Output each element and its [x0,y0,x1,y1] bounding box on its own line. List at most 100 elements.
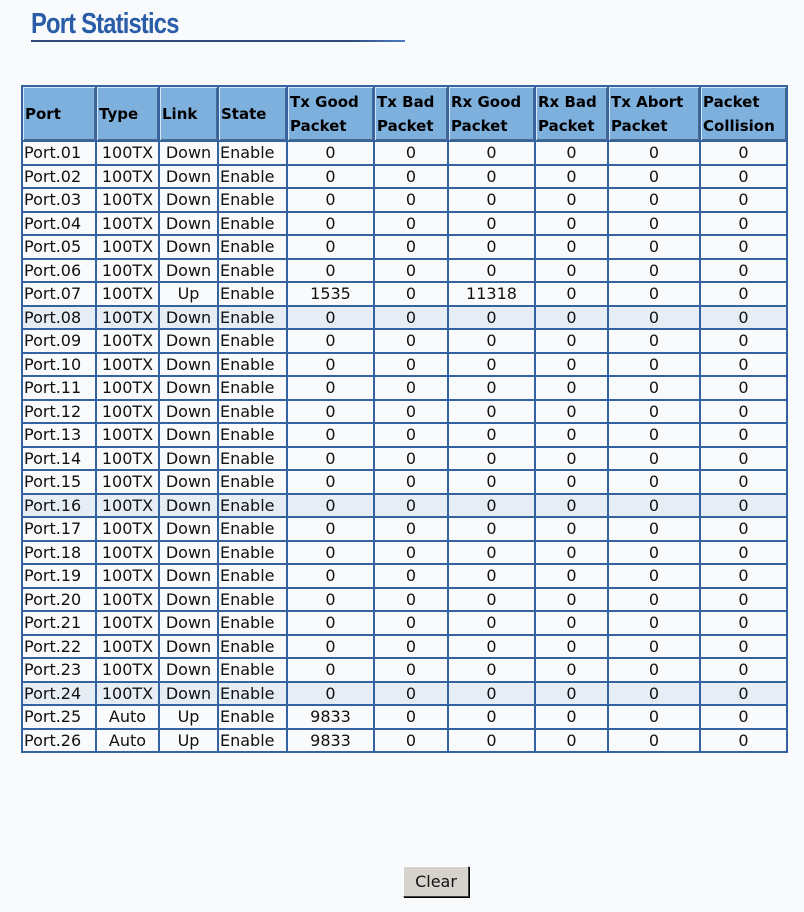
table-row: Port.16 100TX Down Enable 0 0 0 0 0 0 [21,492,788,518]
table-row: Port.06 100TX Down Enable 0 0 0 0 0 0 [21,257,788,283]
table-cell: 0 [607,422,701,448]
table-cell: 0 [373,351,449,377]
table-cell: 0 [447,304,536,330]
table-cell: Down [158,610,219,636]
table-cell: Port.07 [21,281,97,307]
table-cell: 0 [699,422,788,448]
table-row: Port.15 100TX Down Enable 0 0 0 0 0 0 [21,469,788,495]
table-cell: 0 [607,281,701,307]
table-cell: 0 [699,727,788,753]
table-cell: 0 [534,516,609,542]
table-cell: Port.16 [21,492,97,518]
table-cell: 0 [447,398,536,424]
table-cell: 0 [534,445,609,471]
table-cell: 0 [286,234,375,260]
table-cell: 0 [699,210,788,236]
table-row: Port.09 100TX Down Enable 0 0 0 0 0 0 [21,328,788,354]
table-cell: 0 [534,187,609,213]
table-cell: 0 [607,469,701,495]
table-cell: 0 [286,375,375,401]
table-cell: 0 [373,469,449,495]
table-cell: Enable [217,281,288,307]
table-cell: 0 [286,492,375,518]
table-cell: 0 [447,727,536,753]
table-cell: 0 [286,398,375,424]
table-cell: 0 [373,140,449,166]
table-cell: 0 [699,304,788,330]
table-cell: 0 [607,516,701,542]
table-cell: 0 [699,586,788,612]
table-cell: 0 [534,704,609,730]
table-row: Port.24 100TX Down Enable 0 0 0 0 0 0 [21,680,788,706]
table-cell: 100TX [95,304,160,330]
table-cell: 0 [607,257,701,283]
table-row: Port.13 100TX Down Enable 0 0 0 0 0 0 [21,422,788,448]
port-statistics-table: Port Type Link State Tx Good Packet Tx Bad Pa… [21,85,788,753]
table-cell: Enable [217,163,288,189]
table-cell: 100TX [95,469,160,495]
table-cell: Port.06 [21,257,97,283]
table-cell: Up [158,281,219,307]
table-cell: 0 [607,163,701,189]
column-header: Type [95,85,160,142]
table-cell: 11318 [447,281,536,307]
table-cell: 0 [534,257,609,283]
table-cell: Down [158,469,219,495]
table-cell: 0 [286,351,375,377]
column-header: State [217,85,288,142]
table-cell: 0 [607,704,701,730]
table-cell: 0 [534,422,609,448]
table-cell: 0 [699,257,788,283]
table-cell: Enable [217,469,288,495]
table-cell: Port.20 [21,586,97,612]
table-cell: Enable [217,704,288,730]
table-cell: Down [158,492,219,518]
table-cell: Up [158,727,219,753]
table-cell: Port.10 [21,351,97,377]
table-cell: Port.11 [21,375,97,401]
table-cell: Down [158,187,219,213]
table-row: Port.11 100TX Down Enable 0 0 0 0 0 0 [21,375,788,401]
column-header: Port [21,85,97,142]
table-cell: Down [158,680,219,706]
table-row: Port.12 100TX Down Enable 0 0 0 0 0 0 [21,398,788,424]
table-cell: Enable [217,328,288,354]
table-cell: 0 [373,516,449,542]
table-row: Port.04 100TX Down Enable 0 0 0 0 0 0 [21,210,788,236]
table-cell: 0 [607,680,701,706]
table-cell: Enable [217,304,288,330]
table-cell: 0 [534,163,609,189]
table-cell: 0 [699,234,788,260]
table-row: Port.02 100TX Down Enable 0 0 0 0 0 0 [21,163,788,189]
table-cell: 0 [286,210,375,236]
table-cell: 0 [286,140,375,166]
table-row: Port.26 Auto Up Enable 9833 0 0 0 0 0 [21,727,788,753]
table-cell: 0 [286,422,375,448]
table-cell: Port.03 [21,187,97,213]
table-cell: Port.05 [21,234,97,260]
table-cell: 0 [447,163,536,189]
table-cell: 0 [699,633,788,659]
table-cell: 0 [373,633,449,659]
table-cell: 0 [447,539,536,565]
table-cell: 0 [534,210,609,236]
table-cell: Auto [95,727,160,753]
table-cell: 0 [373,163,449,189]
table-cell: 0 [534,492,609,518]
table-cell: 0 [534,727,609,753]
table-cell: Port.21 [21,610,97,636]
table-cell: Enable [217,422,288,448]
table-cell: Port.26 [21,727,97,753]
table-cell: 0 [534,351,609,377]
table-row: Port.07 100TX Up Enable 1535 0 11318 0 0 0 [21,281,788,307]
clear-button[interactable]: Clear [403,866,469,897]
table-cell: Down [158,539,219,565]
table-cell: 0 [699,469,788,495]
table-cell: 100TX [95,492,160,518]
table-cell: Enable [217,375,288,401]
table-cell: Port.23 [21,657,97,683]
table-cell: 0 [699,351,788,377]
table-cell: 100TX [95,422,160,448]
table-cell: 0 [286,469,375,495]
table-cell: 0 [607,633,701,659]
